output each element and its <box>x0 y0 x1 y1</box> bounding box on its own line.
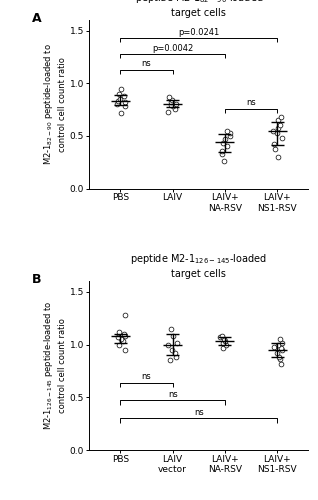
Point <box>172 349 177 357</box>
Y-axis label: M2-1$_{126-145}$ peptide-loaded to
control cell count ratio: M2-1$_{126-145}$ peptide-loaded to contr… <box>42 301 67 430</box>
Point <box>168 102 173 110</box>
Point <box>220 140 225 147</box>
Point <box>278 360 283 368</box>
Point <box>121 338 126 345</box>
Point <box>220 332 225 340</box>
Text: ns: ns <box>142 60 151 68</box>
Point <box>274 349 279 357</box>
Point <box>169 96 175 104</box>
Text: p=0.0241: p=0.0241 <box>178 28 219 37</box>
Point <box>220 146 225 154</box>
Point <box>275 129 280 137</box>
Point <box>221 157 226 165</box>
Point <box>225 126 230 134</box>
Title: peptide M2-1$_{126-145}$-loaded
target cells: peptide M2-1$_{126-145}$-loaded target c… <box>130 252 267 279</box>
Text: p=0.0042: p=0.0042 <box>152 44 193 52</box>
Point <box>171 332 176 340</box>
Point <box>116 333 121 341</box>
Point <box>276 354 281 362</box>
Point <box>225 142 230 150</box>
Point <box>222 338 227 345</box>
Text: B: B <box>32 273 41 286</box>
Point <box>116 340 121 348</box>
Point <box>119 336 124 344</box>
Point <box>272 342 277 350</box>
Point <box>123 311 128 319</box>
Point <box>118 84 123 92</box>
Point <box>165 340 170 348</box>
Point <box>122 102 128 110</box>
Point <box>122 346 128 354</box>
Point <box>174 338 179 346</box>
Y-axis label: M2-1$_{82-90}$ peptide-loaded to
control cell count ratio: M2-1$_{82-90}$ peptide-loaded to control… <box>42 44 67 166</box>
Point <box>218 333 223 341</box>
Point <box>278 356 283 364</box>
Point <box>278 122 283 130</box>
Point <box>219 150 224 158</box>
Point <box>173 104 178 112</box>
Point <box>221 336 226 344</box>
Point <box>173 354 178 362</box>
Point <box>114 100 119 108</box>
Point <box>221 338 226 346</box>
Point <box>280 346 285 354</box>
Point <box>173 100 178 108</box>
Point <box>279 338 284 346</box>
Point <box>279 113 284 121</box>
Point <box>227 132 232 140</box>
Point <box>170 346 175 354</box>
Text: ns: ns <box>142 372 151 382</box>
Point <box>116 328 121 336</box>
Point <box>169 325 174 333</box>
Text: ns: ns <box>194 408 204 418</box>
Point <box>227 129 232 137</box>
Text: ns: ns <box>246 98 256 108</box>
Point <box>122 98 128 106</box>
Point <box>118 108 123 116</box>
Point <box>271 126 276 134</box>
Point <box>278 336 283 344</box>
Point <box>272 144 277 152</box>
Point <box>117 90 122 98</box>
Point <box>275 340 280 348</box>
Point <box>121 92 126 100</box>
Point <box>222 135 227 143</box>
Point <box>122 330 127 338</box>
Point <box>166 93 171 101</box>
Point <box>224 340 229 348</box>
Point <box>167 356 172 364</box>
Point <box>170 102 176 110</box>
Point <box>276 124 281 132</box>
Text: ns: ns <box>168 390 177 400</box>
Point <box>122 332 127 340</box>
Point <box>275 153 280 161</box>
Point <box>221 344 226 352</box>
Text: A: A <box>32 12 42 24</box>
Point <box>276 116 281 124</box>
Point <box>278 344 283 352</box>
Point <box>165 108 170 116</box>
Point <box>168 98 173 106</box>
Point <box>116 97 121 105</box>
Point <box>117 95 122 103</box>
Title: peptide M2-1$_{82-90}$-loaded
target cells: peptide M2-1$_{82-90}$-loaded target cel… <box>135 0 263 18</box>
Point <box>280 134 285 142</box>
Point <box>271 140 276 148</box>
